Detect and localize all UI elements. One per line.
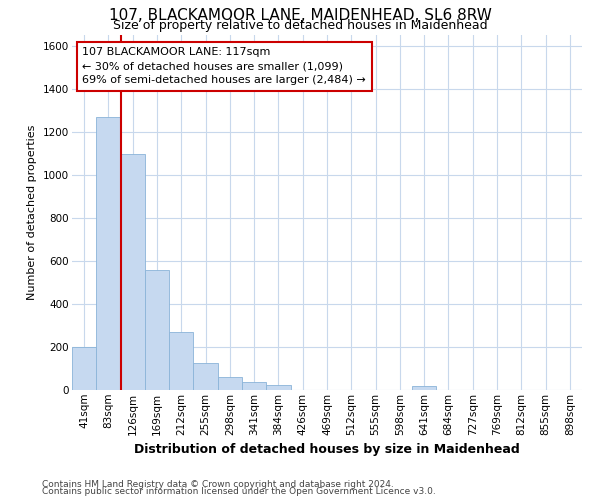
Bar: [412, 386, 436, 390]
Text: 107, BLACKAMOOR LANE, MAIDENHEAD, SL6 8RW: 107, BLACKAMOOR LANE, MAIDENHEAD, SL6 8R…: [109, 8, 491, 22]
Bar: [145, 270, 169, 390]
Text: Size of property relative to detached houses in Maidenhead: Size of property relative to detached ho…: [113, 18, 487, 32]
Bar: [96, 117, 121, 390]
Bar: [169, 332, 193, 390]
Bar: [121, 154, 145, 390]
Bar: [72, 347, 96, 390]
Text: 107 BLACKAMOOR LANE: 117sqm
← 30% of detached houses are smaller (1,099)
69% of : 107 BLACKAMOOR LANE: 117sqm ← 30% of det…: [82, 48, 366, 86]
X-axis label: Distribution of detached houses by size in Maidenhead: Distribution of detached houses by size …: [134, 443, 520, 456]
Text: Contains public sector information licensed under the Open Government Licence v3: Contains public sector information licen…: [42, 488, 436, 496]
Bar: [193, 363, 218, 390]
Bar: [218, 377, 242, 390]
Bar: [242, 382, 266, 390]
Text: Contains HM Land Registry data © Crown copyright and database right 2024.: Contains HM Land Registry data © Crown c…: [42, 480, 394, 489]
Bar: [266, 384, 290, 390]
Y-axis label: Number of detached properties: Number of detached properties: [28, 125, 37, 300]
